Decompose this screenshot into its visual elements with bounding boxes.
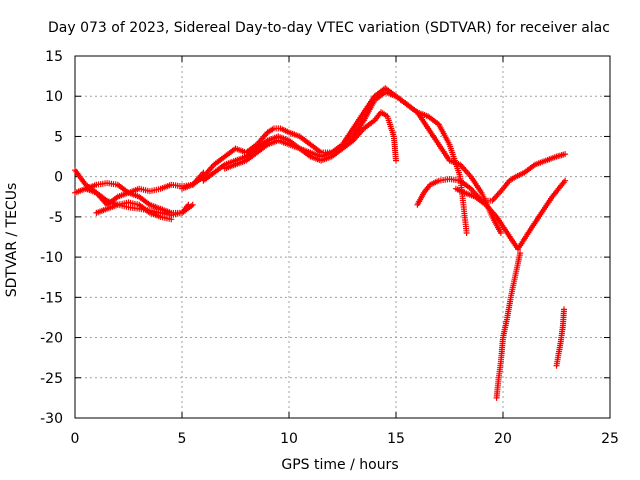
data-series [221, 109, 399, 172]
x-tick-label: 15 [387, 431, 405, 447]
y-tick-label: -25 [40, 371, 63, 387]
data-point-markers-arc-4 [93, 199, 175, 223]
data-series [200, 89, 504, 236]
y-tick-label: -15 [40, 290, 63, 306]
x-axis-label: GPS time / hours [281, 457, 399, 473]
x-tick-label: 5 [178, 431, 187, 447]
y-tick-label: 0 [54, 170, 63, 186]
data-point-markers-arc-11 [553, 306, 567, 369]
data-series [452, 177, 569, 253]
plot-frame [74, 55, 611, 419]
y-tick-label: -20 [40, 331, 63, 347]
y-tick-label: -10 [40, 250, 63, 266]
y-tick-label: -30 [40, 411, 63, 427]
chart-title: Day 073 of 2023, Sidereal Day-to-day VTE… [48, 20, 610, 36]
data-point-markers-arc-6 [200, 89, 504, 236]
x-tick-label: 10 [280, 431, 298, 447]
y-tick-label: -5 [49, 210, 63, 226]
y-tick-label: 10 [45, 89, 63, 105]
y-tick-label: 15 [45, 49, 63, 65]
data-point-markers-arc-7 [221, 109, 399, 172]
data-series [93, 199, 175, 223]
y-tick-label: 5 [54, 129, 63, 145]
data-series [493, 250, 524, 401]
data-point-markers-arc-9 [452, 177, 569, 253]
data-series [414, 151, 569, 208]
data-point-markers-arc-10 [493, 250, 524, 401]
x-tick-label: 20 [494, 431, 512, 447]
data-point-markers-arc-8 [414, 151, 569, 208]
x-tick-label: 0 [71, 431, 80, 447]
x-tick-label: 25 [601, 431, 619, 447]
data-series [553, 306, 567, 369]
y-axis-label: SDTVAR / TECUs [4, 182, 20, 298]
